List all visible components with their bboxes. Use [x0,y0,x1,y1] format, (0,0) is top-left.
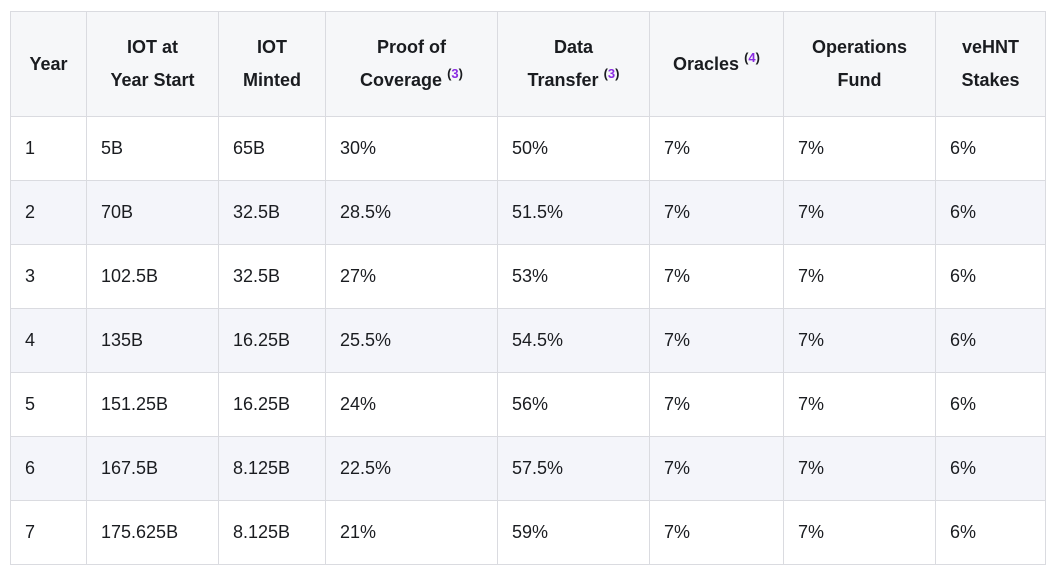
cell-proof-of-coverage: 30% [325,116,498,181]
column-header-year: Year [10,11,87,117]
cell-oracles: 7% [649,116,784,181]
cell-year: 5 [10,372,87,437]
cell-oracles: 7% [649,244,784,309]
cell-data-transfer: 56% [497,372,650,437]
cell-year: 4 [10,308,87,373]
cell-vehnt-stakes: 6% [935,308,1046,373]
cell-vehnt-stakes: 6% [935,436,1046,501]
cell-vehnt-stakes: 6% [935,116,1046,181]
cell-iot-at-year-start: 175.625B [86,500,219,565]
table-row: 5 151.25B 16.25B 24% 56% 7% 7% 6% [10,372,1046,437]
column-header-data-transfer: Data Transfer (3) [497,11,650,117]
cell-iot-at-year-start: 151.25B [86,372,219,437]
cell-data-transfer: 57.5% [497,436,650,501]
cell-operations-fund: 7% [783,436,936,501]
cell-year: 1 [10,116,87,181]
cell-data-transfer: 51.5% [497,180,650,245]
cell-oracles: 7% [649,308,784,373]
cell-proof-of-coverage: 28.5% [325,180,498,245]
column-header-oracles: Oracles (4) [649,11,784,117]
cell-oracles: 7% [649,436,784,501]
cell-proof-of-coverage: 24% [325,372,498,437]
cell-operations-fund: 7% [783,372,936,437]
footnote-number: 4 [748,49,756,65]
cell-iot-at-year-start: 167.5B [86,436,219,501]
cell-operations-fund: 7% [783,180,936,245]
cell-operations-fund: 7% [783,308,936,373]
table-row: 6 167.5B 8.125B 22.5% 57.5% 7% 7% 6% [10,436,1046,501]
cell-proof-of-coverage: 25.5% [325,308,498,373]
cell-iot-minted: 65B [218,116,326,181]
cell-year: 3 [10,244,87,309]
cell-operations-fund: 7% [783,500,936,565]
column-header-operations-fund: Operations Fund [783,11,936,117]
cell-vehnt-stakes: 6% [935,244,1046,309]
table-header: Year IOT at Year Start IOT Minted Proof of Cov… [10,11,1046,117]
table-row: 4 135B 16.25B 25.5% 54.5% 7% 7% 6% [10,308,1046,373]
cell-data-transfer: 59% [497,500,650,565]
cell-proof-of-coverage: 27% [325,244,498,309]
cell-iot-at-year-start: 135B [86,308,219,373]
cell-iot-minted: 16.25B [218,308,326,373]
cell-year: 7 [10,500,87,565]
cell-proof-of-coverage: 21% [325,500,498,565]
footnote-3-link[interactable]: (3) [447,66,463,81]
cell-data-transfer: 53% [497,244,650,309]
footnote-number: 3 [607,66,616,81]
table-row: 2 70B 32.5B 28.5% 51.5% 7% 7% 6% [10,180,1046,245]
column-header-iot-at-year-start: IOT at Year Start [86,11,219,117]
column-header-proof-of-coverage: Proof of Coverage (3) [325,11,498,117]
cell-vehnt-stakes: 6% [935,180,1046,245]
cell-data-transfer: 50% [497,116,650,181]
cell-iot-minted: 32.5B [218,244,326,309]
cell-operations-fund: 7% [783,116,936,181]
column-header-vehnt-stakes: veHNT Stakes [935,11,1046,117]
cell-oracles: 7% [649,180,784,245]
cell-oracles: 7% [649,500,784,565]
table-body: 1 5B 65B 30% 50% 7% 7% 6% 2 70B 32.5B 28.5% 51.5% 7% 7… [10,116,1046,565]
cell-iot-at-year-start: 70B [86,180,219,245]
header-row: Year IOT at Year Start IOT Minted Proof of Cov… [10,11,1046,117]
cell-year: 6 [10,436,87,501]
cell-iot-minted: 8.125B [218,436,326,501]
cell-year: 2 [10,180,87,245]
footnote-number: 3 [451,66,459,81]
cell-iot-at-year-start: 5B [86,116,219,181]
emissions-table: Year IOT at Year Start IOT Minted Proof of Cov… [10,11,1046,565]
cell-data-transfer: 54.5% [497,308,650,373]
cell-iot-minted: 32.5B [218,180,326,245]
table-row: 1 5B 65B 30% 50% 7% 7% 6% [10,116,1046,181]
table-row: 7 175.625B 8.125B 21% 59% 7% 7% 6% [10,500,1046,565]
cell-iot-minted: 16.25B [218,372,326,437]
cell-iot-minted: 8.125B [218,500,326,565]
footnote-3-link[interactable]: (3) [603,66,620,81]
column-header-iot-minted: IOT Minted [218,11,326,117]
footnote-4-link[interactable]: (4) [744,49,760,65]
cell-proof-of-coverage: 22.5% [325,436,498,501]
cell-iot-at-year-start: 102.5B [86,244,219,309]
cell-vehnt-stakes: 6% [935,500,1046,565]
table-row: 3 102.5B 32.5B 27% 53% 7% 7% 6% [10,244,1046,309]
cell-vehnt-stakes: 6% [935,372,1046,437]
cell-oracles: 7% [649,372,784,437]
cell-operations-fund: 7% [783,244,936,309]
